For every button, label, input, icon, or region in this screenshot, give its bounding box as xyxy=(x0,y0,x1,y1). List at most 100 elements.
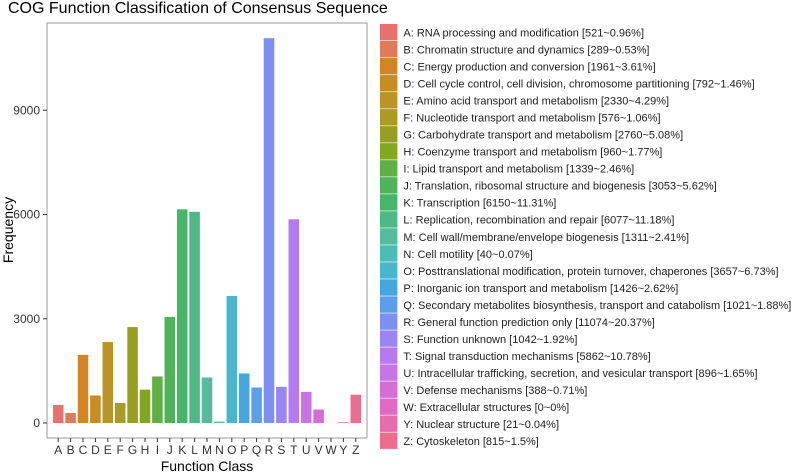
legend-swatch-k xyxy=(380,194,398,211)
legend-swatch-g xyxy=(380,126,398,143)
x-tick-label-j: J xyxy=(167,443,173,457)
legend-swatch-w xyxy=(380,398,398,415)
legend-label-j: J: Translation, ribosomal structure and … xyxy=(403,181,716,193)
bar-m xyxy=(201,377,213,423)
legend-swatch-o xyxy=(380,262,398,279)
bar-k xyxy=(176,209,188,423)
bar-a xyxy=(52,404,64,423)
legend-label-z: Z: Cytoskeleton [815~1.5%] xyxy=(403,436,538,448)
x-tick-label-k: K xyxy=(178,443,186,457)
bar-p xyxy=(238,373,250,423)
x-tick-label-s: S xyxy=(277,443,285,457)
bar-s xyxy=(276,386,287,423)
bar-o xyxy=(226,295,238,423)
legend-label-t: T: Signal transduction mechanisms [5862~… xyxy=(403,351,650,363)
x-tick-label-i: I xyxy=(156,443,159,457)
x-tick-label-u: U xyxy=(302,443,311,457)
legend-swatch-f xyxy=(380,109,398,126)
legend-label-o: O: Posttranslational modification, prote… xyxy=(403,266,778,278)
legend-swatch-h xyxy=(380,143,398,160)
legend-label-g: G: Carbohydrate transport and metabolism… xyxy=(403,130,683,142)
bar-b xyxy=(65,412,76,423)
legend-label-e: E: Amino acid transport and metabolism [… xyxy=(403,96,669,108)
bar-t xyxy=(288,219,300,423)
legend-swatch-p xyxy=(380,279,398,296)
bar-i xyxy=(152,376,163,423)
legend-label-v: V: Defense mechanisms [388~0.71%] xyxy=(403,385,587,397)
x-tick-label-q: Q xyxy=(252,443,261,457)
legend-label-r: R: General function prediction only [110… xyxy=(403,317,654,329)
legend-swatch-y xyxy=(380,415,398,432)
x-tick-label-d: D xyxy=(91,443,100,457)
x-tick-label-o: O xyxy=(227,443,236,457)
legend-swatch-s xyxy=(380,330,398,347)
x-tick-label-m: M xyxy=(202,443,212,457)
legend-swatch-m xyxy=(380,228,398,245)
bar-l xyxy=(189,211,200,423)
x-tick-label-r: R xyxy=(265,443,274,457)
x-tick-label-n: N xyxy=(215,443,224,457)
bar-v xyxy=(313,409,324,423)
legend-swatch-e xyxy=(380,92,398,109)
legend-swatch-j xyxy=(380,177,398,194)
y-tick-label-9000: 9000 xyxy=(13,103,40,117)
legend-label-f: F: Nucleotide transport and metabolism [… xyxy=(403,113,660,125)
bar-f xyxy=(114,402,126,423)
bar-c xyxy=(77,354,89,423)
legend: A: RNA processing and modification [521~… xyxy=(380,24,791,449)
x-tick-label-c: C xyxy=(79,443,88,457)
x-tick-label-t: T xyxy=(290,443,298,457)
bar-u xyxy=(300,391,312,423)
x-axis-label: Function Class xyxy=(161,458,254,474)
y-tick-label-0: 0 xyxy=(33,416,40,430)
legend-label-i: I: Lipid transport and metabolism [1339~… xyxy=(403,164,634,176)
legend-swatch-b xyxy=(380,41,398,58)
bar-z xyxy=(350,394,362,423)
legend-label-k: K: Transcription [6150~11.31%] xyxy=(403,198,556,210)
legend-label-s: S: Function unknown [1042~1.92%] xyxy=(403,334,577,346)
legend-label-a: A: RNA processing and modification [521~… xyxy=(403,28,644,40)
legend-label-n: N: Cell motility [40~0.07%] xyxy=(403,249,532,261)
x-tick-label-v: V xyxy=(315,443,323,457)
chart-title: COG Function Classification of Consensus… xyxy=(8,0,388,17)
x-tick-label-e: E xyxy=(104,443,112,457)
bar-h xyxy=(139,389,151,423)
legend-swatch-z xyxy=(380,432,398,449)
legend-label-q: Q: Secondary metabolites biosynthesis, t… xyxy=(403,300,791,312)
legend-swatch-r xyxy=(380,313,398,330)
bar-g xyxy=(127,327,138,423)
bar-e xyxy=(102,342,114,423)
legend-swatch-u xyxy=(380,364,398,381)
x-tick-label-g: G xyxy=(128,443,137,457)
x-tick-label-p: P xyxy=(240,443,248,457)
x-tick-label-l: L xyxy=(191,443,198,457)
legend-label-p: P: Inorganic ion transport and metabolis… xyxy=(403,283,678,295)
bar-r xyxy=(263,38,275,424)
bar-j xyxy=(164,316,176,423)
y-axis: 0 3000 6000 9000 xyxy=(13,103,47,430)
y-tick-label-3000: 3000 xyxy=(13,312,40,326)
legend-label-m: M: Cell wall/membrane/envelope biogenesi… xyxy=(403,232,689,244)
y-axis-label: Frequency xyxy=(0,197,16,263)
legend-swatch-i xyxy=(380,160,398,177)
legend-swatch-q xyxy=(380,296,398,313)
bar-q xyxy=(251,387,262,423)
x-tick-label-b: B xyxy=(67,443,75,457)
plot-background xyxy=(46,22,368,439)
legend-swatch-t xyxy=(380,347,398,364)
x-tick-label-h: H xyxy=(141,443,150,457)
x-tick-label-f: F xyxy=(117,443,124,457)
legend-swatch-n xyxy=(380,245,398,262)
bar-y xyxy=(338,422,349,423)
bar-d xyxy=(90,395,101,423)
legend-swatch-d xyxy=(380,75,398,92)
bars-group xyxy=(52,38,362,424)
legend-swatch-l xyxy=(380,211,398,228)
x-tick-label-z: Z xyxy=(352,443,359,457)
legend-label-u: U: Intracellular trafficking, secretion,… xyxy=(403,368,757,380)
legend-label-c: C: Energy production and conversion [196… xyxy=(403,62,655,74)
legend-swatch-v xyxy=(380,381,398,398)
legend-swatch-a xyxy=(380,24,398,41)
